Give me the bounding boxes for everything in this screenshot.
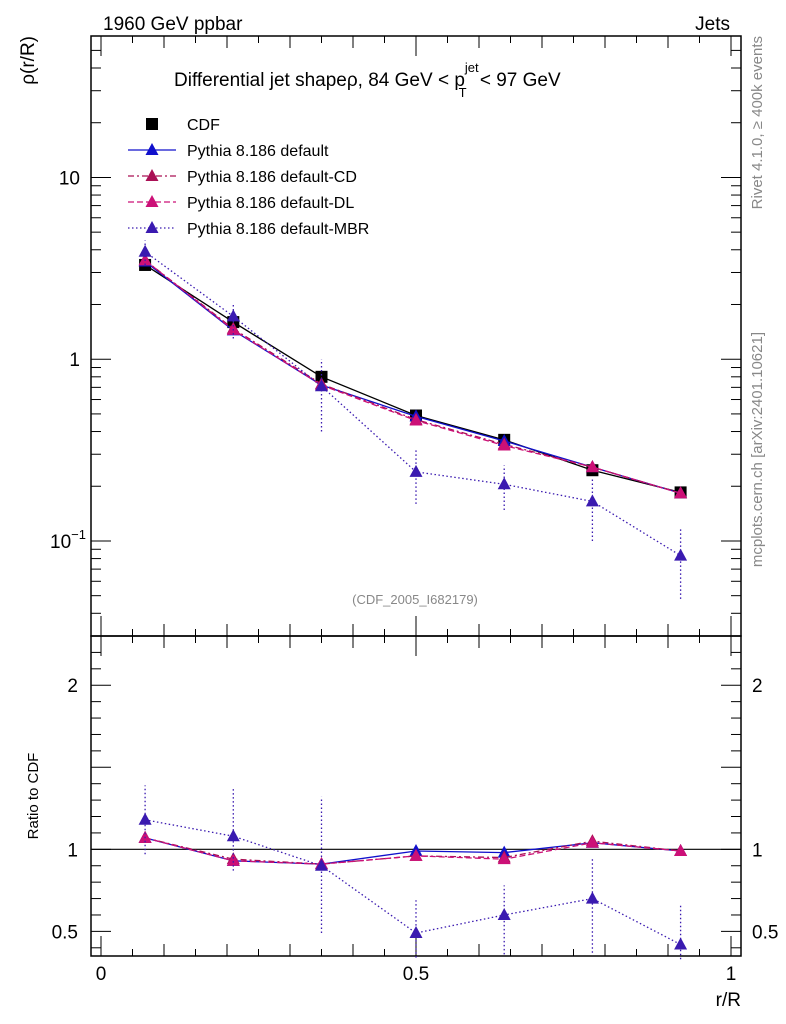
main-line-dl: [144, 259, 681, 494]
legend-label-mbr: Pythia 8.186 default-MBR: [187, 221, 369, 238]
legend-marker-mbr: [145, 221, 159, 233]
legend-marker-cd: [145, 169, 159, 181]
legend-marker-cdf: [146, 118, 158, 130]
ratio-point-mbr: [226, 829, 240, 842]
y-tick-label: 1: [69, 350, 80, 371]
main-line-cd: [144, 259, 681, 494]
legend: CDF Pythia 8.186 default Pythia 8.186 defa…: [128, 117, 369, 238]
y-tick-label: 10−1: [50, 527, 86, 553]
ratio-y-tick-label-right: 0.5: [752, 922, 778, 943]
main-y-axis-label: ρ(r/R): [18, 36, 39, 85]
x-tick-label: 0: [96, 964, 107, 985]
x-axis-label: r/R: [716, 990, 741, 1011]
ratio-y-tick-label-right: 1: [752, 840, 763, 861]
legend-marker-default: [145, 143, 159, 155]
legend-entry-cd: Pythia 8.186 default-CD: [128, 169, 357, 186]
main-point-dl: [674, 486, 688, 499]
main-point-mbr: [409, 464, 423, 477]
legend-entry-mbr: Pythia 8.186 default-MBR: [128, 221, 369, 238]
main-line-mbr: [144, 251, 681, 557]
ticks-layer: 0 0.5 1 10−1 1 10 0.5 0.5 1 1 2 2: [50, 35, 778, 985]
category-label: Jets: [695, 14, 730, 35]
main-point-cdf: [315, 370, 328, 383]
ratio-panel-frame: [90, 635, 742, 957]
plot-title: Differential jet shapeρ, 84 GeV < pjet T …: [174, 60, 561, 100]
x-tick-label: 1: [726, 964, 737, 985]
ratio-point-dl: [674, 843, 688, 856]
ratio-y-tick-label-right: 2: [752, 676, 763, 697]
ratio-point-mbr: [315, 858, 328, 871]
ratio-point-mbr: [138, 812, 152, 825]
x-tick-label: 0.5: [403, 964, 429, 985]
main-point-mbr: [138, 244, 152, 257]
main-point-mbr: [315, 379, 328, 392]
legend-label-default: Pythia 8.186 default: [187, 143, 329, 160]
main-point-dl: [585, 460, 599, 473]
ratio-line-mbr: [144, 819, 681, 946]
ratio-point-mbr: [497, 907, 511, 920]
main-point-mbr: [674, 548, 688, 561]
ratio-point-dl: [226, 853, 240, 866]
main-point-mbr: [226, 309, 240, 322]
ratio-series-default: [138, 830, 688, 870]
mcplots-label: mcplots.cern.ch [arXiv:2401.10621]: [749, 332, 766, 567]
main-series-cdf: [139, 258, 687, 499]
main-point-dl: [226, 322, 240, 335]
ratio-point-mbr: [674, 937, 688, 950]
legend-entry-cdf: CDF: [146, 117, 220, 134]
main-point-mbr: [497, 477, 511, 490]
ratio-point-dl: [409, 848, 423, 861]
main-line-default: [144, 260, 681, 494]
legend-entry-dl: Pythia 8.186 default-DL: [128, 195, 354, 212]
title-suffix: < 97 GeV: [475, 70, 561, 91]
rivet-version-label: Rivet 4.1.0, ≥ 400k events: [749, 36, 766, 209]
y-tick-label: 10: [59, 168, 80, 189]
legend-label-cdf: CDF: [187, 117, 220, 134]
ratio-y-tick-label: 1: [67, 840, 78, 861]
main-point-dl: [138, 253, 152, 266]
ratio-series-mbr: [138, 785, 688, 960]
main-series-dl: [138, 253, 688, 499]
series-layer: [138, 240, 688, 960]
analysis-id-label: (CDF_2005_I682179): [352, 592, 478, 607]
main-point-dl: [497, 438, 511, 451]
legend-entry-default: Pythia 8.186 default: [128, 143, 329, 160]
ratio-point-mbr: [409, 926, 423, 939]
main-series-cd: [138, 253, 688, 499]
ratio-y-axis-label: Ratio to CDF: [25, 753, 42, 840]
title-superscript: jet: [464, 60, 479, 75]
title-subscript: T: [459, 85, 467, 100]
main-point-dl: [409, 413, 423, 426]
energy-label: 1960 GeV ppbar: [103, 14, 243, 35]
ratio-point-dl: [497, 852, 511, 865]
ratio-y-tick-label: 0.5: [52, 922, 78, 943]
ratio-point-dl: [585, 835, 599, 848]
main-series-default: [138, 254, 688, 499]
title-prefix: Differential jet shapeρ, 84 GeV < p: [174, 70, 465, 91]
main-point-mbr: [585, 494, 599, 507]
ratio-y-tick-label: 2: [67, 676, 78, 697]
legend-label-dl: Pythia 8.186 default-DL: [187, 195, 354, 212]
main-series-mbr: [138, 240, 688, 599]
legend-marker-dl: [145, 195, 159, 207]
ratio-point-mbr: [585, 891, 599, 904]
main-line-cdf: [144, 264, 681, 494]
legend-label-cd: Pythia 8.186 default-CD: [187, 169, 357, 186]
